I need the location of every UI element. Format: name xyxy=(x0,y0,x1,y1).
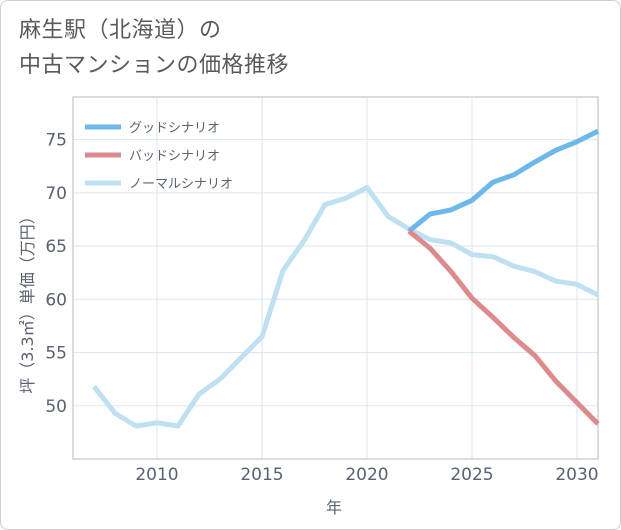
y-tick-label: 65 xyxy=(45,237,67,257)
x-tick-label: 2010 xyxy=(135,465,178,485)
y-tick-label: 50 xyxy=(45,397,67,417)
x-axis-title: 年 xyxy=(326,498,342,517)
x-axis-ticks: 2010 2015 2020 2025 2030 xyxy=(135,465,598,485)
y-axis-ticks: 50 55 60 65 70 75 xyxy=(45,131,67,417)
legend-label-2: バッドシナリオ xyxy=(129,149,220,164)
y-tick-label: 55 xyxy=(45,344,67,364)
legend-label-3: ノーマルシナリオ xyxy=(129,177,233,192)
series-line-2 xyxy=(407,229,600,426)
y-tick-label: 75 xyxy=(45,131,67,151)
y-tick-label: 70 xyxy=(45,184,67,204)
legend-label-1: グッドシナリオ xyxy=(129,121,220,136)
x-tick-label: 2025 xyxy=(450,465,493,485)
chart-title-line1: 麻生駅（北海道）の xyxy=(19,18,222,43)
series-lines xyxy=(92,128,600,429)
chart-title: 麻生駅（北海道）の 中古マンションの価格推移 xyxy=(19,13,289,83)
y-axis-title: 坪（3.3㎡）単価（万円） xyxy=(18,208,37,393)
x-tick-label: 2015 xyxy=(240,465,283,485)
plot-frame xyxy=(72,96,599,460)
x-tick-label: 2020 xyxy=(345,465,388,485)
series-line-1 xyxy=(407,128,600,234)
grid xyxy=(73,97,598,459)
series-line-3 xyxy=(92,185,600,429)
x-tick-label: 2030 xyxy=(555,465,598,485)
y-tick-label: 60 xyxy=(45,290,67,310)
chart-title-line2: 中古マンションの価格推移 xyxy=(19,53,290,78)
